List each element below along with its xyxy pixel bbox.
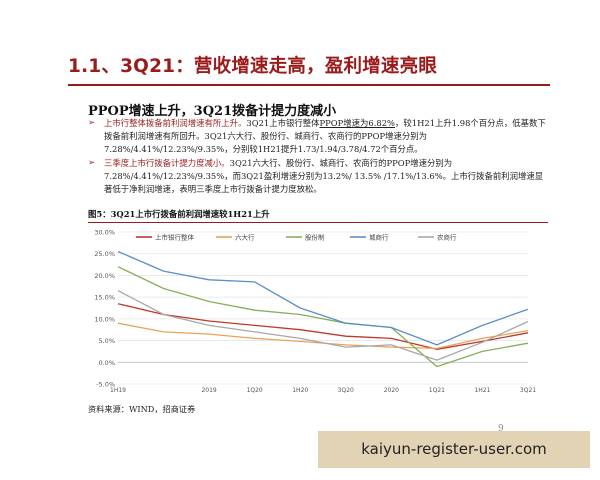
bullet-arrow-icon: ➢ [88,118,96,128]
y-tick-label: 25.0% [94,250,115,258]
legend-label: 股份制 [305,233,325,242]
bullet-lead: 三季度上市行拨备计提力度减小。 [104,158,230,168]
y-tick-label: 5.0% [98,337,115,345]
series-line [117,303,529,350]
figure-caption: 图5：3Q21上市行拨备前利润增速较1H21上升 [88,209,270,219]
y-tick-label: 20.0% [94,272,115,280]
source-note: 资料来源：WIND，招商证券 [88,404,196,414]
bullet-text: 3Q21上市银行整体 [246,118,320,128]
bullet-text: 3Q21六大行、股份行、城商行、农商行的PPOP增速分别为7.28%/4.41%… [104,158,544,194]
x-tick-label: 1Q20 [247,387,263,394]
x-tick-label: 2019 [201,387,216,394]
line-chart: -5.0% 0.0% 5.0% 10.0% 15.0% 20.0% 25.0% 30.0% 1H… [94,229,536,395]
watermark-banner: kaiyun-register-user.com [318,431,590,468]
page-number: 9 [498,424,504,434]
x-tick-label: 1H19 [110,387,126,394]
legend-label: 六大行 [235,233,255,242]
x-tick-label: 1H20 [292,387,308,394]
series-line [117,266,529,368]
bullet-item-2: ➢ 三季度上市行拨备计提力度减小。3Q21六大行、股份行、城商行、农商行的PPO… [88,157,550,196]
title-underline [68,84,550,86]
bullet-list: ➢ 上市行整体拨备前利润增速有所上升。3Q21上市银行整体PPOP增速为6.82… [88,117,550,197]
y-tick-label: 10.0% [94,315,115,323]
x-tick-label: 1Q21 [429,387,445,394]
x-tick-label: 3Q20 [338,387,354,394]
figure-rule [88,222,548,223]
bullet-underlined-text: PPOP增速为6.82% [319,118,395,128]
x-tick-label: 1H21 [474,387,490,394]
section-subheading: PPOP增速上升，3Q21拨备计提力度减小 [88,104,337,119]
y-tick-label: -5.0% [96,381,115,389]
y-tick-label: 30.0% [94,229,115,237]
page-title: 1.1、3Q21：营收增速走高，盈利增速亮眼 [68,56,438,77]
legend-label: 农商行 [437,233,457,242]
legend-label: 城商行 [369,233,389,242]
bullet-lead: 上市行整体拨备前利润增速有所上升。 [104,118,247,128]
legend-label: 上市银行整体 [155,233,195,242]
y-tick-label: 0.0% [98,359,115,367]
series-line [117,290,529,361]
bullet-arrow-icon: ➢ [88,158,96,168]
y-tick-label: 15.0% [94,294,115,302]
bullet-text: ，较1H21上升1.98个百分点，低基数下拨备前利润增速有所回升。3Q21六大行… [104,118,546,154]
x-tick-label: 2020 [384,387,399,394]
x-tick-label: 3Q21 [520,387,536,394]
series-line [117,250,529,346]
bullet-item-1: ➢ 上市行整体拨备前利润增速有所上升。3Q21上市银行整体PPOP增速为6.82… [88,117,550,156]
title-bar: 1.1、3Q21：营收增速走高，盈利增速亮眼 [68,52,550,86]
